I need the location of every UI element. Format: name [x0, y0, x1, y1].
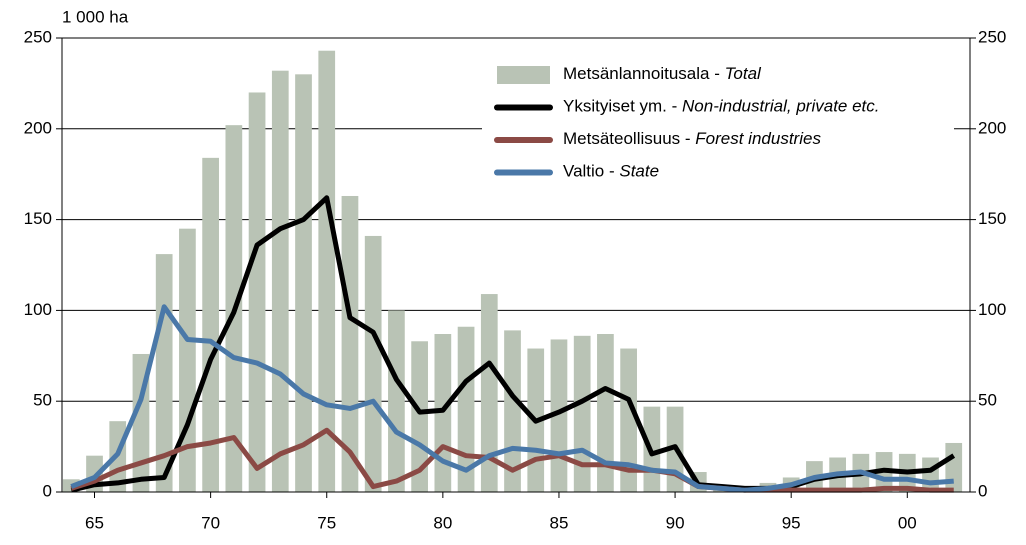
bar: [480, 294, 498, 492]
bar: [364, 235, 382, 492]
bar: [179, 228, 196, 492]
legend-swatch: [497, 66, 550, 84]
line: [70, 304, 954, 493]
y-tick-label: 250: [24, 27, 52, 46]
y-tick-label: 150: [24, 209, 52, 228]
x-tick-label: 65: [85, 513, 104, 532]
bar: [457, 326, 475, 492]
legend-label: Metsänlannoitusala - Total: [563, 64, 762, 83]
bar: [922, 457, 939, 492]
x-tick-label: 85: [550, 513, 569, 532]
x-tick-label: 95: [782, 513, 801, 532]
y-tick-label: 200: [24, 118, 52, 137]
line: [70, 427, 954, 493]
bar: [318, 50, 336, 492]
y-tick-label: 100: [24, 300, 52, 319]
bar: [295, 74, 312, 492]
bar: [341, 195, 359, 492]
x-tick-label: 70: [201, 513, 220, 532]
bar: [945, 442, 963, 492]
bar: [248, 92, 266, 492]
y2-tick-label: 100: [978, 300, 1006, 319]
bar: [597, 334, 614, 492]
bar: [411, 341, 428, 492]
bar: [388, 310, 405, 492]
x-tick-label: 80: [433, 513, 452, 532]
y2-tick-label: 50: [978, 391, 997, 410]
legend: Metsänlannoitusala - Total Yksityiset ym.…: [482, 55, 954, 190]
bar: [202, 157, 219, 492]
legend-label: Valtio - State: [563, 162, 659, 181]
legend-label: Metsäteollisuus - Forest industries: [563, 129, 821, 148]
y2-tick-label: 250: [978, 27, 1006, 46]
x-tick-label: 90: [666, 513, 685, 532]
x-tick-label: 75: [317, 513, 336, 532]
bar: [573, 335, 591, 492]
y2-tick-label: 0: [978, 481, 987, 500]
unit-label: 1 000 ha: [62, 7, 129, 26]
bar: [620, 348, 637, 492]
y2-tick-label: 200: [978, 118, 1006, 137]
y2-tick-label: 150: [978, 209, 1006, 228]
legend-label: Yksityiset ym. - Non-industrial, private…: [563, 97, 880, 116]
x-tick-label: 00: [898, 513, 917, 532]
bar: [271, 70, 289, 493]
legend-background: [482, 55, 954, 190]
y-tick-label: 50: [33, 391, 52, 410]
y-tick-label: 0: [43, 481, 52, 500]
